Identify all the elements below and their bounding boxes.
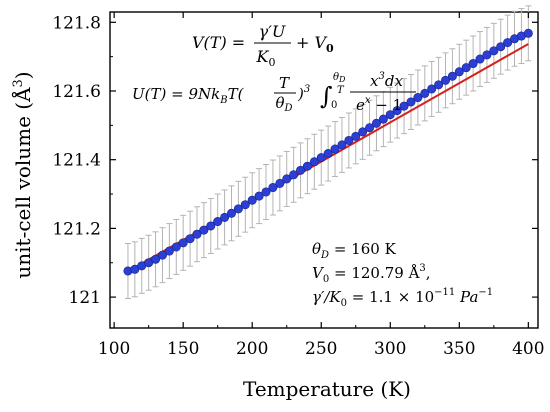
- param-gamma-k0: γ′/K0 = 1.1 × 10−11 Pa−1: [312, 287, 493, 309]
- data-point: [178, 238, 188, 248]
- data-point: [413, 93, 423, 103]
- data-point: [503, 38, 513, 48]
- param-debye-temp: θD = 160 K: [312, 240, 397, 261]
- data-point: [351, 131, 361, 141]
- data-point: [454, 67, 464, 77]
- y-tick-label: 121.4: [52, 151, 101, 171]
- data-point: [309, 157, 319, 167]
- data-point: [261, 187, 271, 197]
- param-v0: V0 = 120.79 Å3,: [312, 263, 431, 285]
- data-point: [344, 135, 354, 145]
- y-tick-label: 121.6: [52, 82, 101, 102]
- y-axis-ticks: 121 121.2 121.4 121.6 121.8: [52, 13, 538, 308]
- data-point: [475, 54, 485, 64]
- data-points: [123, 28, 533, 276]
- data-point: [330, 144, 340, 154]
- data-point: [482, 50, 492, 60]
- data-point: [226, 208, 236, 218]
- data-point: [213, 217, 223, 227]
- svg-text:V(T) =: V(T) =: [192, 33, 245, 52]
- data-point: [254, 191, 264, 201]
- data-point: [461, 63, 471, 73]
- x-tick-label: 400: [512, 339, 544, 359]
- data-point: [296, 165, 306, 175]
- data-point: [164, 246, 174, 256]
- svg-text:)3: )3: [297, 84, 310, 103]
- data-point: [523, 28, 533, 38]
- svg-text:U(T) = 9NkBT(: U(T) = 9NkBT(: [132, 85, 245, 106]
- data-point: [302, 161, 312, 171]
- data-point: [268, 183, 278, 193]
- data-point: [240, 200, 250, 210]
- data-point: [434, 80, 444, 90]
- data-point: [220, 212, 230, 222]
- data-point: [427, 84, 437, 94]
- data-point: [206, 221, 216, 231]
- y-tick-label: 121: [69, 288, 101, 308]
- plot-area-frame: [109, 11, 539, 329]
- svg-text:K0: K0: [256, 47, 276, 69]
- data-point: [233, 204, 243, 214]
- data-point: [365, 123, 375, 133]
- svg-text:γ′U: γ′U: [259, 22, 286, 41]
- y-tick-label: 121.8: [52, 13, 101, 33]
- data-point: [282, 174, 292, 184]
- data-point: [185, 234, 195, 244]
- data-point: [151, 254, 161, 264]
- data-point: [171, 242, 181, 252]
- svg-text:θD: θD: [333, 72, 346, 84]
- data-point: [247, 195, 257, 205]
- y-tick-label: 121.2: [52, 219, 101, 239]
- data-point: [385, 110, 395, 120]
- data-point: [275, 178, 285, 188]
- svg-text:0: 0: [331, 100, 337, 111]
- svg-text:ex − 1: ex − 1: [356, 95, 402, 114]
- parameter-annotations: θD = 160 K V0 = 120.79 Å3, γ′/K0 = 1.1 ×…: [312, 240, 493, 309]
- svg-text:θD: θD: [275, 94, 292, 114]
- data-point: [316, 153, 326, 163]
- data-point: [468, 59, 478, 69]
- data-point: [420, 88, 430, 98]
- svg-text:∫: ∫: [320, 82, 333, 110]
- svg-text:T: T: [279, 74, 290, 92]
- data-point: [358, 127, 368, 137]
- data-point: [323, 149, 333, 159]
- data-point: [440, 75, 450, 85]
- data-point: [157, 250, 167, 260]
- data-point: [392, 106, 402, 116]
- data-point: [199, 225, 209, 235]
- data-point: [406, 97, 416, 107]
- data-point: [192, 229, 202, 239]
- data-point: [447, 71, 457, 81]
- x-tick-label: 200: [236, 339, 268, 359]
- x-tick-label: 300: [374, 339, 406, 359]
- svg-text:x3dx: x3dx: [370, 71, 403, 90]
- data-point: [496, 42, 506, 52]
- x-tick-label: 150: [167, 339, 199, 359]
- x-tick-label: 100: [98, 339, 130, 359]
- data-point: [489, 46, 499, 56]
- data-point: [399, 101, 409, 111]
- svg-text:T: T: [337, 85, 345, 96]
- data-point: [289, 170, 299, 180]
- data-point: [378, 114, 388, 124]
- x-axis-title: Temperature (K): [243, 377, 411, 401]
- equation-volume: V(T) = γ′U K0 + V0: [192, 22, 334, 69]
- data-point: [371, 118, 381, 128]
- data-point: [337, 140, 347, 150]
- x-axis-ticks: 100 150 200 250 300 350 400: [98, 12, 545, 359]
- x-tick-label: 350: [443, 339, 475, 359]
- equation-energy: U(T) = 9NkBT( T θD )3 ∫ θD T 0 x3dx ex −…: [132, 71, 416, 114]
- x-tick-label: 250: [305, 339, 337, 359]
- svg-text:+ V0: + V0: [296, 33, 334, 55]
- y-axis-title: unit-cell volume (Å3): [10, 71, 35, 278]
